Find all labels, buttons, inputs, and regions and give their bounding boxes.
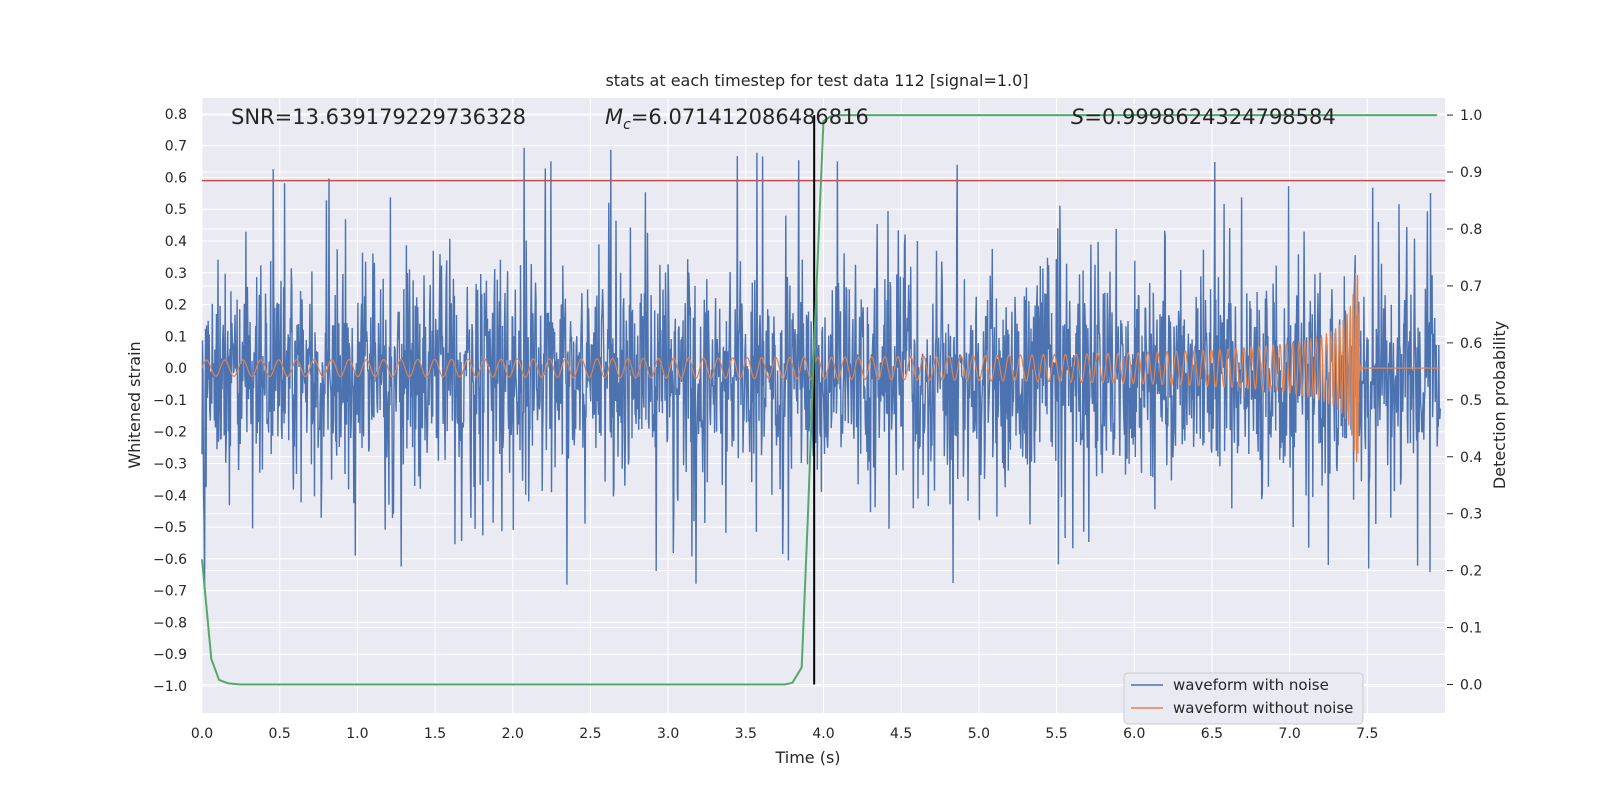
y-tick-label-left: −0.5	[153, 520, 187, 536]
tick-labels: 0.0 0.5 1.0 1.5 2.0 2.5 3.0 3.5 4.0 4.5 5.0 5.5 6.0 6…	[153, 107, 1482, 742]
legend-label-clean: waveform without noise	[1173, 699, 1353, 717]
y-tick-label-right: 0.3	[1460, 507, 1482, 523]
y-tick-label-left: −0.9	[153, 647, 187, 663]
x-tick-label: 2.5	[579, 726, 601, 742]
series-layer	[201, 114, 1445, 686]
x-tick-label: 7.0	[1278, 726, 1300, 742]
y-tick-label-left: 0.8	[165, 107, 187, 123]
mc-subscript: c	[623, 117, 631, 133]
y-tick-label-left: 0.6	[165, 170, 187, 186]
x-tick-label: 3.5	[735, 726, 757, 742]
y-tick-label-right: 0.2	[1460, 564, 1482, 580]
y-tick-label-left: 0.4	[165, 234, 187, 250]
y-tick-label-left: −0.8	[153, 615, 187, 631]
clean-waveform-line	[201, 272, 1441, 463]
y-tick-label-right: 0.1	[1460, 621, 1482, 637]
x-axis-label: Time (s)	[774, 748, 840, 767]
y-tick-label-right: 0.9	[1460, 165, 1482, 181]
y-tick-label-left: −0.1	[153, 393, 187, 409]
x-tick-label: 4.0	[812, 726, 834, 742]
s-value: =0.9998624324798584	[1084, 105, 1335, 129]
y-tick-label-right: 0.7	[1460, 279, 1482, 295]
s-symbol: S	[1071, 105, 1084, 129]
x-tick-label: 6.0	[1123, 726, 1145, 742]
mc-symbol: M	[605, 105, 623, 129]
legend-box	[1123, 672, 1364, 725]
y-tick-label-left: −0.4	[153, 488, 187, 504]
y-tick-label-right: 0.4	[1460, 450, 1482, 466]
x-tick-label: 4.5	[890, 726, 912, 742]
y-tick-label-right: 0.8	[1460, 222, 1482, 238]
mc-value: =6.071412086486816	[631, 105, 869, 129]
legend-label-noise: waveform with noise	[1173, 676, 1329, 694]
y-tick-label-left: −0.2	[153, 425, 187, 441]
noisy-waveform-line	[201, 147, 1441, 588]
legend: waveform with noise waveform without noi…	[1123, 672, 1364, 725]
s-annotation: S=0.9998624324798584	[1071, 105, 1336, 129]
x-tick-label: 0.0	[191, 726, 213, 742]
x-tick-label: 0.5	[269, 726, 291, 742]
y-tick-label-left: 0.2	[165, 298, 187, 314]
chirp-mass-annotation: Mc=6.071412086486816	[605, 105, 869, 133]
y-tick-label-left: −1.0	[153, 679, 187, 695]
x-tick-label: 3.0	[657, 726, 679, 742]
x-tick-label: 7.5	[1356, 726, 1378, 742]
y-axis-label-left: Whitened strain	[125, 341, 144, 468]
y-tick-label-left: 0.3	[165, 266, 187, 282]
y-tick-label-right: 0.6	[1460, 336, 1482, 352]
y-tick-label-left: −0.7	[153, 584, 187, 600]
x-tick-label: 1.5	[424, 726, 446, 742]
y-tick-label-left: 0.1	[165, 329, 187, 345]
y-tick-label-left: −0.3	[153, 457, 187, 473]
y-tick-label-right: 0.0	[1460, 678, 1482, 694]
y-tick-label-left: 0.5	[165, 202, 187, 218]
chart-title: stats at each timestep for test data 112…	[605, 71, 1028, 90]
y-axis-label-right: Detection probability	[1490, 321, 1509, 489]
x-tick-label: 5.5	[1045, 726, 1067, 742]
y-tick-label-right: 1.0	[1460, 108, 1482, 124]
x-tick-label: 2.0	[502, 726, 524, 742]
y-tick-label-left: −0.6	[153, 552, 187, 568]
x-tick-label: 1.0	[346, 726, 368, 742]
x-tick-label: 6.5	[1201, 726, 1223, 742]
snr-annotation: SNR=13.639179229736328	[231, 105, 526, 129]
y-tick-label-left: 0.7	[165, 139, 187, 155]
detection-probability-line	[201, 114, 1438, 686]
x-tick-label: 5.0	[968, 726, 990, 742]
y-tick-label-left: 0.0	[165, 361, 187, 377]
y-tick-label-right: 0.5	[1460, 393, 1482, 409]
